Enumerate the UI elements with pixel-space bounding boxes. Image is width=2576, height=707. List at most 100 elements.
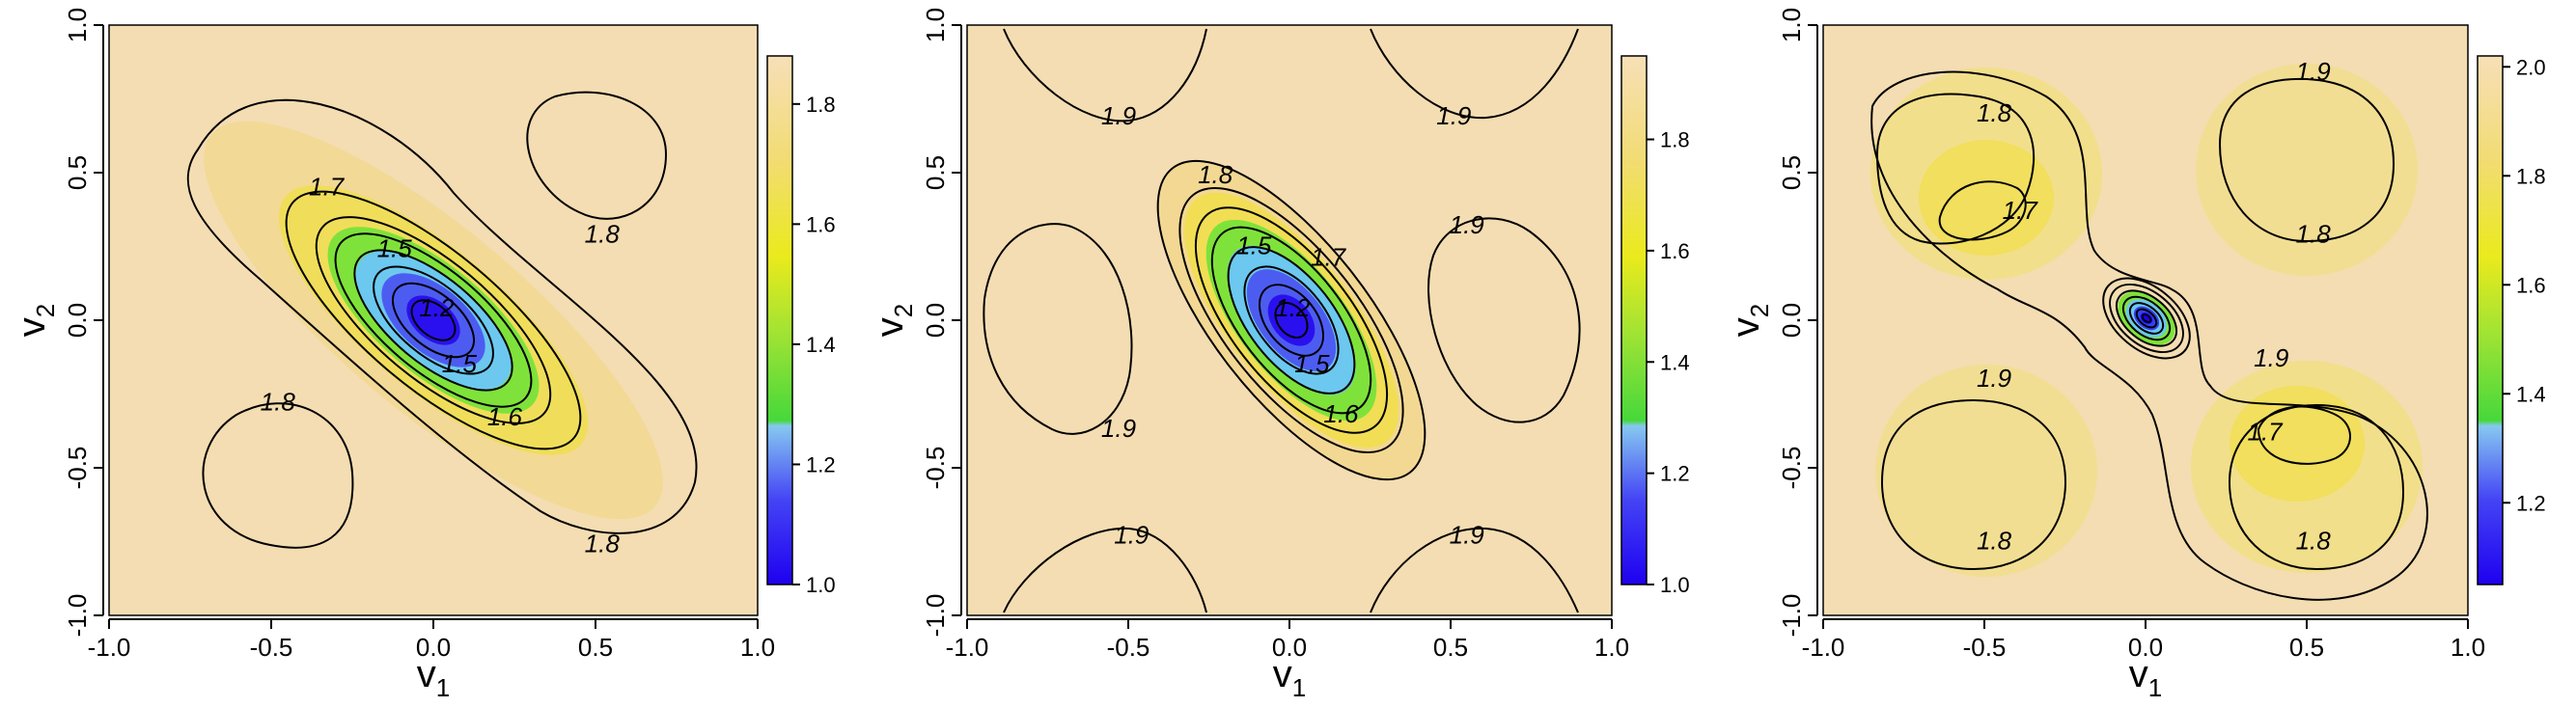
panel-2: 1.9 1.91.81.5 1.71.21.51.61.91.91.9 1.9 -1.… xyxy=(869,8,1690,702)
x-tick-label: 0.5 xyxy=(578,633,613,662)
contour-label: 1.7 xyxy=(309,172,346,201)
y-tick-label: 1.0 xyxy=(921,8,950,42)
x-tick-label: 0.5 xyxy=(1433,633,1468,662)
colorbar-tick-label: 1.8 xyxy=(806,93,836,117)
x-tick-label: 1.0 xyxy=(2451,633,2485,662)
colorbar-tick-label: 1.4 xyxy=(1660,350,1690,374)
contour-label: 1.9 xyxy=(1101,414,1136,443)
contour-label: 1.8 xyxy=(1198,160,1233,189)
x-tick-label: -0.5 xyxy=(250,633,293,662)
contour-label: 1.5 xyxy=(442,349,478,378)
x-tick-label: -1.0 xyxy=(88,633,131,662)
colorbar-1: 1.0 1.2 1.4 1.6 1.8 xyxy=(766,55,836,597)
colorbar-tick-label: 1.0 xyxy=(806,573,836,597)
y-tick-label: 0.5 xyxy=(63,155,92,190)
colorbar-tick-label: 1.8 xyxy=(1660,128,1690,152)
x-tick-label: 0.0 xyxy=(1272,633,1307,662)
contour-label: 1.8 xyxy=(585,219,621,248)
x-axis-label-3: v1 xyxy=(2129,653,2162,702)
colorbar-3: 1.2 1.4 1.6 1.8 2.0 xyxy=(2477,55,2546,585)
contour-label: 1.8 xyxy=(2296,527,2332,556)
y-axis-label-2: v2 xyxy=(869,304,918,337)
y-axis-label-3: v2 xyxy=(1725,304,1774,337)
colorbar-tick-label: 1.4 xyxy=(2516,382,2546,406)
colorbar-tick-label: 1.6 xyxy=(1660,239,1690,263)
contour-label: 1.2 xyxy=(1275,293,1311,322)
colorbar-tick-label: 1.6 xyxy=(2516,273,2546,297)
contour-label: 1.9 xyxy=(1450,520,1484,549)
y-axis-label-1: v2 xyxy=(11,304,60,337)
contour-lines-3 xyxy=(1870,70,2428,601)
colorbar-2: 1.0 1.2 1.4 1.6 1.8 xyxy=(1620,55,1690,597)
contour-label: 1.5 xyxy=(1294,349,1330,378)
contour-label: 1.8 xyxy=(261,388,296,417)
plot-frame-3 xyxy=(1822,24,2469,616)
x-ticks-3: -1.0 -0.5 0.0 0.5 1.0 xyxy=(1802,619,2485,662)
colorbar-tick-label: 2.0 xyxy=(2516,55,2546,79)
colorbar-tick-label: 1.8 xyxy=(2516,164,2546,188)
y-tick-label: 0.0 xyxy=(1777,303,1806,338)
x-tick-label: -0.5 xyxy=(1107,633,1150,662)
x-tick-label: 0.0 xyxy=(416,633,451,662)
contour-labels-2: 1.9 1.9 1.8 1.5 1.71.2 1.5 1.6 1.9 1.9 1.9 1.9 xyxy=(1101,101,1484,550)
y-tick-label: -1.0 xyxy=(921,594,950,638)
contour-lines-2 xyxy=(983,28,1581,613)
y-tick-label: 0.5 xyxy=(921,155,950,190)
x-tick-label: 0.0 xyxy=(2128,633,2163,662)
plot-frame-2 xyxy=(966,24,1613,616)
x-ticks-2: -1.0 -0.5 0.0 0.5 1.0 xyxy=(946,619,1629,662)
contour-label: 1.5 xyxy=(377,234,413,263)
plot-frame-1 xyxy=(108,24,759,616)
contour-labels-3: 1.8 1.9 1.7 1.8 1.9 1.9 1.7 1.8 1.8 xyxy=(1977,57,2332,556)
colorbar-scale-3 xyxy=(2477,55,2504,585)
y-tick-label: 1.0 xyxy=(63,8,92,42)
colorbar-tick-label: 1.2 xyxy=(1660,462,1690,486)
y-tick-label: -1.0 xyxy=(1777,594,1806,638)
x-tick-label: 1.0 xyxy=(1594,633,1629,662)
contour-label: 1.9 xyxy=(2254,343,2288,372)
contour-label: 1.9 xyxy=(1436,101,1471,130)
heatmap-field-2 xyxy=(967,25,1612,615)
x-tick-label: -0.5 xyxy=(1963,633,2007,662)
colorbar-ticks-1: 1.0 1.2 1.4 1.6 1.8 xyxy=(792,93,836,597)
y-tick-label: 1.0 xyxy=(1777,8,1806,42)
y-tick-label: -0.5 xyxy=(1777,447,1806,490)
contour-label: 1.9 xyxy=(2296,57,2331,86)
colorbar-ticks-2: 1.0 1.2 1.4 1.6 1.8 xyxy=(1647,128,1690,597)
x-axis-label-1: v1 xyxy=(417,653,450,702)
y-tick-label: -0.5 xyxy=(921,447,950,490)
colorbar-tick-label: 1.4 xyxy=(806,333,836,357)
contour-labels-1: 1.7 1.5 1.5 1.2 1.6 1.8 1.8 1.8 xyxy=(261,172,621,558)
contour-label: 1.5 xyxy=(1236,231,1272,260)
panel-1: 1.7 1.5 1.5 1.2 1.6 1.8 1.8 1.8 -1.0 -0.5 0.0 0.5 1… xyxy=(11,8,836,702)
contour-label: 1.9 xyxy=(1101,101,1136,130)
contour-label: 1.6 xyxy=(487,402,523,431)
colorbar-tick-label: 1.2 xyxy=(806,452,836,476)
contour-label: 1.9 xyxy=(1977,364,2011,393)
colorbar-tick-label: 1.6 xyxy=(806,212,836,236)
colorbar-ticks-3: 1.2 1.4 1.6 1.8 2.0 xyxy=(2503,55,2546,515)
y-tick-label: -1.0 xyxy=(63,594,92,638)
x-tick-label: -1.0 xyxy=(946,633,989,662)
heatmap-field-1 xyxy=(109,25,758,615)
x-tick-label: 1.0 xyxy=(740,633,775,662)
y-ticks-3: -1.0 -0.5 0.0 0.5 1.0 xyxy=(1777,8,1817,637)
contour-label: 1.7 xyxy=(2248,417,2285,446)
contour-label: 1.8 xyxy=(585,530,621,558)
contour-label: 1.7 xyxy=(1311,243,1347,272)
y-ticks-2: -1.0 -0.5 0.0 0.5 1.0 xyxy=(921,8,961,637)
contour-label: 1.6 xyxy=(1323,399,1359,428)
y-tick-label: 0.0 xyxy=(921,303,950,338)
contour-label: 1.8 xyxy=(1977,527,2012,556)
colorbar-tick-label: 1.2 xyxy=(2516,491,2546,515)
y-tick-label: 0.5 xyxy=(1777,155,1806,190)
y-tick-label: 0.0 xyxy=(63,303,92,338)
x-tick-label: 0.5 xyxy=(2289,633,2324,662)
contour-label: 1.9 xyxy=(1450,210,1484,239)
colorbar-scale-1 xyxy=(766,55,793,585)
contour-label: 1.2 xyxy=(419,293,455,322)
contour-label: 1.8 xyxy=(1977,98,2012,127)
panel-3: 1.8 1.9 1.7 1.8 1.9 1.9 1.7 1.8 1.8 -1.0 -0.5 0.0 0… xyxy=(1725,8,2546,702)
x-axis-label-2: v1 xyxy=(1273,653,1306,702)
x-ticks-1: -1.0 -0.5 0.0 0.5 1.0 xyxy=(88,619,775,662)
